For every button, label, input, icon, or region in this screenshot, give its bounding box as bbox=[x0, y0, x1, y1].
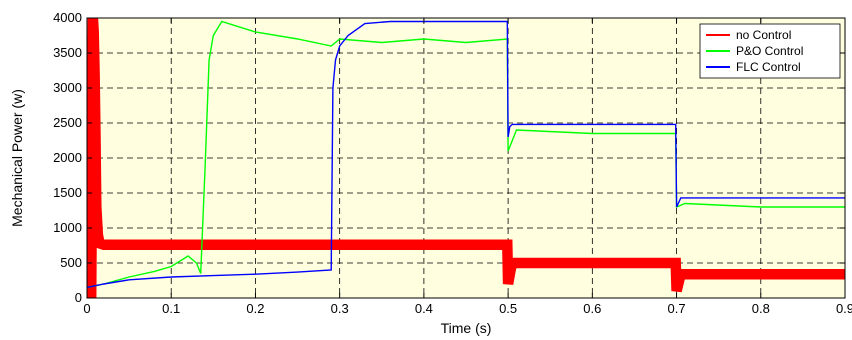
grid-lines bbox=[87, 18, 845, 298]
x-tick-label: 0.4 bbox=[415, 301, 433, 316]
y-tick-label: 1500 bbox=[53, 185, 82, 200]
y-tick-label: 2000 bbox=[53, 150, 82, 165]
x-tick-label: 0.9 bbox=[836, 301, 852, 316]
x-axis-label: Time (s) bbox=[441, 320, 492, 336]
y-tick-label: 0 bbox=[75, 290, 82, 305]
y-tick-label: 2500 bbox=[53, 115, 82, 130]
series-layer bbox=[87, 18, 845, 298]
x-tick-label: 0.6 bbox=[583, 301, 601, 316]
y-tick-label: 500 bbox=[60, 255, 82, 270]
y-axis-label: Mechanical Power (w) bbox=[9, 89, 25, 227]
ticks bbox=[86, 17, 846, 299]
series-line bbox=[87, 20, 845, 289]
y-tick-label: 3000 bbox=[53, 80, 82, 95]
legend-label: no Control bbox=[736, 28, 791, 42]
x-tick-label: 0.2 bbox=[246, 301, 264, 316]
legend: no Control P&O Control FLC Control bbox=[699, 23, 841, 79]
x-tick-label: 0.5 bbox=[499, 301, 517, 316]
series-line bbox=[87, 18, 845, 298]
y-tick-label: 3500 bbox=[53, 45, 82, 60]
y-tick-label: 4000 bbox=[53, 10, 82, 25]
y-tick-labels: 0 500 1000 1500 2000 2500 3000 3500 4000 bbox=[53, 10, 82, 305]
x-tick-label: 0.3 bbox=[331, 301, 349, 316]
legend-label: P&O Control bbox=[736, 44, 803, 58]
legend-label: FLC Control bbox=[736, 60, 801, 74]
y-tick-label: 1000 bbox=[53, 220, 82, 235]
x-tick-label: 0.1 bbox=[162, 301, 180, 316]
x-tick-label: 0 bbox=[83, 301, 90, 316]
series-line bbox=[87, 20, 845, 289]
x-tick-label: 0.7 bbox=[668, 301, 686, 316]
x-tick-label: 0.8 bbox=[752, 301, 770, 316]
x-tick-labels: 0 0.1 0.2 0.3 0.4 0.5 0.6 0.7 0.8 0.9 bbox=[83, 301, 852, 316]
